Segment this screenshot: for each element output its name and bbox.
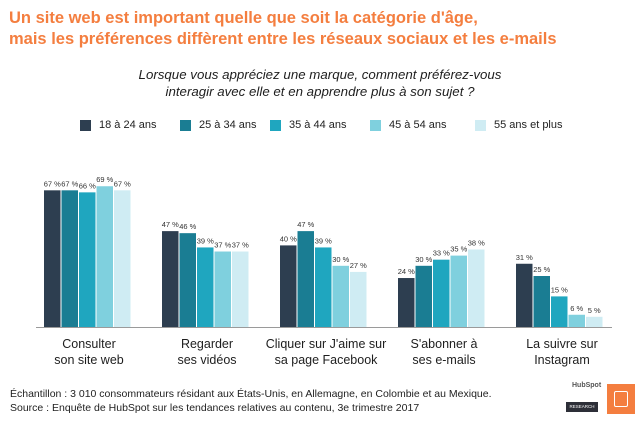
legend-item: 25 à 34 ans [180,118,257,132]
chart-title-line-2: mais les préférences diffèrent entre les… [9,30,557,48]
legend-swatch [370,119,381,131]
data-label: 37 % [214,241,231,250]
bar [179,233,196,327]
bar [79,192,96,327]
logo-research-label: RESEARCH [566,402,598,412]
data-label: 39 % [197,236,214,245]
data-label: 30 % [332,255,349,264]
bar [433,259,450,327]
data-label: 47 % [162,220,179,229]
bar [568,314,585,327]
legend-label: 45 à 54 ans [389,119,447,131]
data-label: 66 % [79,181,96,190]
legend-item: 45 à 54 ans [370,118,447,132]
bar [468,249,485,327]
category-label: son site web [54,353,124,367]
data-label: 40 % [280,234,297,243]
hubspot-research-logo: HubSpot RESEARCH [566,382,604,416]
bar [415,265,432,327]
bar [350,271,367,327]
data-label: 27 % [350,261,367,270]
bar [450,255,467,327]
category-label: Instagram [534,353,590,367]
data-label: 38 % [468,238,485,247]
bar [114,190,131,327]
bar [297,231,314,327]
category-label: Consulter [62,337,116,351]
category-label: La suivre sur [526,337,598,351]
footnote: Échantillon : 3 010 consommateurs résida… [10,387,492,415]
category-label: ses vidéos [177,353,236,367]
footnote-sample: Échantillon : 3 010 consommateurs résida… [10,388,492,400]
data-label: 69 % [96,175,113,184]
footnote-source: Source : Enquête de HubSpot sur les tend… [10,402,420,414]
category-label: sa page Facebook [275,353,379,367]
legend-label: 25 à 34 ans [199,119,257,131]
data-label: 47 % [297,220,314,229]
category-label: S'abonner à [410,337,477,351]
data-label: 25 % [533,265,550,274]
legend-swatch [180,119,191,131]
legend-label: 35 à 44 ans [289,119,347,131]
category-label: Cliquer sur J'aime sur [266,337,386,351]
bar [44,190,61,327]
bar [551,296,568,327]
data-label: 67 % [61,179,78,188]
chart-subtitle-line-1: Lorsque vous appréciez une marque, comme… [138,67,502,82]
data-label: 46 % [179,222,196,231]
chart-title: Un site web est important quelle que soi… [9,8,634,50]
chart-title-line-1: Un site web est important quelle que soi… [9,9,478,27]
data-label: 15 % [551,285,568,294]
legend-swatch [475,119,486,131]
chart-subtitle: Lorsque vous appréciez une marque, comme… [60,66,580,100]
data-label: 67 % [114,179,131,188]
data-label: 33 % [433,249,450,258]
data-label: 5 % [588,306,601,315]
bar [61,190,78,327]
data-label: 67 % [44,179,61,188]
category-label: Regarder [181,337,233,351]
legend-item: 35 à 44 ans [270,118,347,132]
chart-subtitle-line-2: interagir avec elle et en apprendre plus… [165,84,475,99]
data-label: 37 % [232,241,249,250]
bar [197,247,214,327]
data-label: 31 % [516,253,533,262]
bar [332,265,349,327]
data-label: 6 % [570,304,583,313]
bar [586,316,603,327]
data-label: 30 % [415,255,432,264]
legend-swatch [270,119,281,131]
legend-swatch [80,119,91,131]
bar [516,263,533,327]
bar [280,245,297,327]
bar [398,278,415,327]
bar [96,186,113,327]
data-label: 39 % [315,236,332,245]
bar [162,231,179,327]
bar [214,251,231,327]
legend-label: 55 ans et plus [494,119,563,131]
document-icon [607,384,635,414]
bar [315,247,332,327]
bar [232,251,249,327]
legend-label: 18 à 24 ans [99,119,157,131]
bar [533,276,550,327]
data-label: 35 % [450,245,467,254]
legend-item: 55 ans et plus [475,118,563,132]
legend-item: 18 à 24 ans [80,118,157,132]
category-label: ses e-mails [412,353,475,367]
data-label: 24 % [398,267,415,276]
logo-brand: HubSpot [572,382,602,389]
